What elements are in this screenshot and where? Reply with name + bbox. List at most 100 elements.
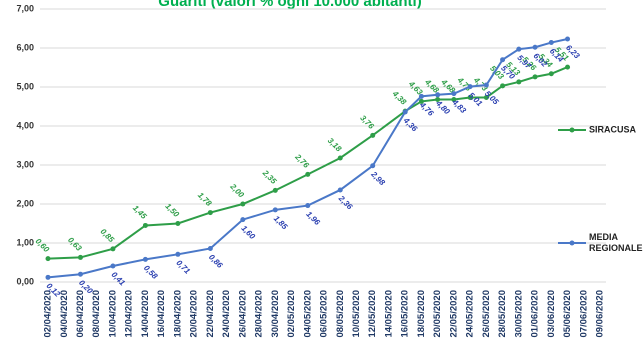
point <box>370 163 376 169</box>
x-tick-label: 01/06/2020 <box>530 290 541 338</box>
x-tick-label: 22/05/2020 <box>448 290 459 338</box>
y-tick-label: 2,00 <box>16 198 34 208</box>
x-tick-label: 10/05/2020 <box>351 290 362 338</box>
value-label: 3,76 <box>358 113 376 131</box>
y-tick-label: 4,00 <box>16 120 34 130</box>
point <box>516 46 522 52</box>
series-line <box>47 66 568 260</box>
point <box>207 210 213 216</box>
legend-label: MEDIA REGIONALE <box>589 232 643 253</box>
point <box>77 254 83 260</box>
point <box>565 36 571 42</box>
point <box>142 256 148 262</box>
x-tick-label: 08/04/2020 <box>91 290 102 338</box>
value-label: 2,35 <box>260 168 278 186</box>
point <box>370 132 376 138</box>
point <box>516 79 522 85</box>
point <box>175 251 181 257</box>
point <box>500 57 506 63</box>
point <box>77 271 83 277</box>
point <box>240 217 246 223</box>
value-label: 4,73 <box>455 75 473 93</box>
x-tick-label: 24/04/2020 <box>221 290 232 338</box>
x-tick-label: 18/04/2020 <box>172 290 183 338</box>
y-tick-label: 1,00 <box>16 237 34 247</box>
value-label: 0,58 <box>142 263 160 281</box>
point <box>45 274 51 280</box>
point <box>500 83 506 89</box>
point <box>337 187 343 193</box>
x-tick-label: 16/05/2020 <box>400 290 411 338</box>
value-label: 4,36 <box>401 115 419 133</box>
value-label: 0,86 <box>207 252 225 270</box>
point <box>435 96 441 102</box>
point <box>418 98 424 104</box>
point <box>565 64 571 70</box>
point <box>305 171 311 177</box>
value-label: 1,85 <box>272 214 290 232</box>
value-label: 2,98 <box>369 169 387 187</box>
value-label: 0,85 <box>99 227 117 245</box>
point <box>418 93 424 99</box>
value-label: 2,76 <box>293 152 311 170</box>
point <box>175 221 181 226</box>
x-tick-label: 28/05/2020 <box>497 290 508 338</box>
point <box>532 74 538 80</box>
x-tick-label: 08/05/2020 <box>335 290 346 338</box>
point <box>402 109 408 115</box>
x-tick-label: 03/06/2020 <box>546 290 557 338</box>
point <box>45 256 51 262</box>
y-tick-label: 7,00 <box>16 3 34 13</box>
y-tick-label: 0,00 <box>16 276 34 286</box>
value-label: 4,38 <box>390 89 408 107</box>
point <box>483 82 489 88</box>
x-tick-label: 24/05/2020 <box>465 290 476 338</box>
legend-marker <box>569 127 575 133</box>
point <box>272 207 278 213</box>
value-label: 0,60 <box>34 237 52 255</box>
point <box>483 95 489 101</box>
point <box>110 263 116 269</box>
x-tick-label: 22/04/2020 <box>205 290 216 338</box>
point <box>548 40 554 46</box>
point <box>548 71 554 77</box>
value-label: 0,41 <box>110 270 128 288</box>
y-tick-label: 6,00 <box>16 42 34 52</box>
x-tick-label: 06/05/2020 <box>319 290 330 338</box>
y-tick-label: 5,00 <box>16 81 34 91</box>
legend-marker <box>569 240 575 246</box>
value-label: 0,71 <box>174 258 192 276</box>
value-label: 0,63 <box>66 235 84 253</box>
value-label: 2,36 <box>336 193 354 211</box>
x-tick-label: 12/04/2020 <box>124 290 135 338</box>
x-tick-label: 10/04/2020 <box>107 290 118 338</box>
point <box>451 96 457 102</box>
x-tick-label: 04/05/2020 <box>302 290 313 338</box>
point <box>532 44 538 50</box>
x-tick-label: 26/05/2020 <box>481 290 492 338</box>
point <box>142 222 148 228</box>
point <box>435 92 441 98</box>
point <box>207 245 213 251</box>
x-tick-label: 04/04/2020 <box>59 290 70 338</box>
point <box>305 203 311 209</box>
value-label: 1,60 <box>239 224 257 242</box>
x-tick-label: 20/05/2020 <box>432 290 443 338</box>
value-label: 2,00 <box>228 181 246 199</box>
x-tick-label: 30/04/2020 <box>270 290 281 338</box>
point <box>451 91 457 97</box>
point <box>467 95 473 101</box>
value-label: 1,96 <box>304 210 322 228</box>
value-label: 5,05 <box>483 89 501 107</box>
x-tick-label: 09/06/2020 <box>595 290 606 338</box>
value-label: 5,01 <box>467 91 485 109</box>
x-tick-label: 26/04/2020 <box>237 290 248 338</box>
x-tick-label: 06/04/2020 <box>75 290 86 338</box>
x-tick-label: 30/05/2020 <box>513 290 524 338</box>
x-tick-label: 12/05/2020 <box>367 290 378 338</box>
value-label: 3,18 <box>326 136 344 154</box>
x-tick-label: 16/04/2020 <box>156 290 167 338</box>
y-tick-label: 3,00 <box>16 159 34 169</box>
x-tick-label: 05/06/2020 <box>562 290 573 338</box>
